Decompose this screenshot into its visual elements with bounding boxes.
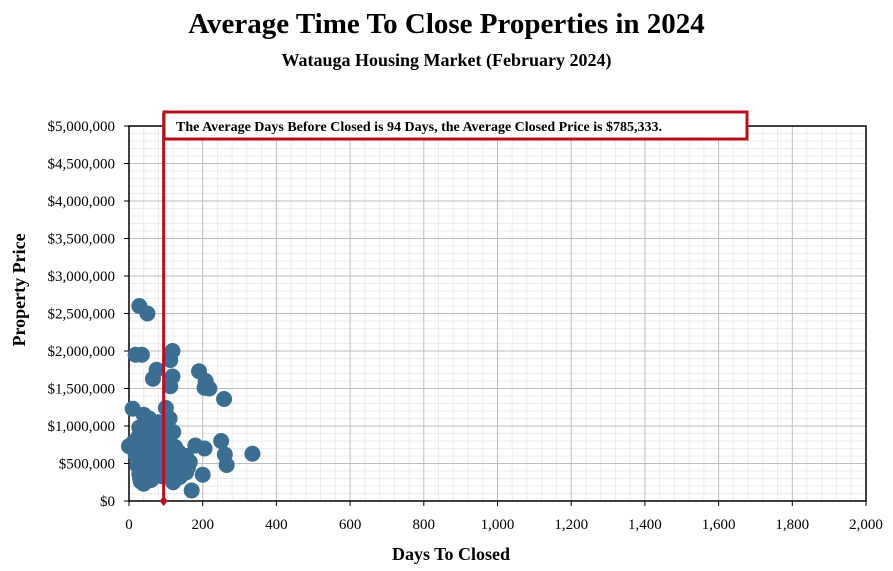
- chart-title: Average Time To Close Properties in 2024: [188, 8, 705, 40]
- major-grid: [128, 125, 867, 502]
- average-line-group: The Average Days Before Closed is 94 Day…: [159, 110, 749, 506]
- x-tick-label: 0: [125, 517, 133, 533]
- y-tick-label: $1,000,000: [48, 419, 116, 435]
- data-point: [132, 461, 149, 478]
- x-axis-label: Days To Closed: [392, 544, 510, 564]
- data-point: [218, 457, 235, 473]
- data-point: [164, 448, 181, 464]
- x-tick-label: 1,000: [481, 517, 515, 533]
- x-tick-label: 1,800: [775, 517, 809, 533]
- data-point: [216, 391, 233, 407]
- data-point: [145, 451, 162, 467]
- x-tick-label: 800: [413, 517, 436, 533]
- y-tick-label: $3,500,000: [48, 232, 116, 248]
- chart-subtitle: Watauga Housing Market (February 2024): [281, 50, 612, 70]
- annotation-text: The Average Days Before Closed is 94 Day…: [176, 120, 662, 135]
- y-axis-label: Property Price: [9, 233, 29, 346]
- y-tick-label: $2,500,000: [48, 307, 116, 323]
- data-point: [201, 380, 218, 397]
- x-tick-label: 600: [339, 517, 362, 533]
- y-tick-label: $4,500,000: [48, 157, 116, 173]
- data-point: [162, 378, 179, 395]
- data-point: [139, 305, 156, 322]
- data-points: [121, 298, 261, 499]
- x-tick-label: 200: [191, 517, 214, 533]
- x-tick-label: 1,200: [554, 517, 588, 533]
- data-point: [183, 482, 200, 499]
- data-point: [179, 452, 196, 469]
- data-point: [144, 370, 161, 387]
- y-tick-label: $5,000,000: [48, 119, 116, 135]
- x-tick-label: 2,000: [849, 517, 883, 533]
- x-axis-ticks: 0 200 400 600 800 1,000 1,200 1,400 1,600 1,800 2,…: [125, 501, 883, 533]
- x-tick-label: 1,400: [628, 517, 662, 533]
- data-point: [244, 445, 261, 462]
- data-point: [162, 352, 179, 368]
- data-point: [133, 346, 150, 363]
- y-axis-ticks: $0 $500,000 $1,000,000 $1,500,000 $2,000,000…: [48, 119, 129, 510]
- data-point: [158, 419, 175, 436]
- annotation-box: [162, 110, 749, 141]
- y-tick-label: $4,000,000: [48, 194, 116, 210]
- y-tick-label: $500,000: [59, 457, 115, 473]
- average-line-marker: [159, 496, 168, 506]
- data-point: [196, 440, 213, 457]
- y-tick-label: $2,000,000: [48, 344, 116, 360]
- data-point: [194, 466, 211, 483]
- y-tick-label: $3,000,000: [48, 269, 116, 285]
- data-point: [178, 464, 195, 481]
- x-tick-label: 400: [265, 517, 288, 533]
- y-tick-label: $1,500,000: [48, 382, 116, 398]
- data-point: [213, 433, 230, 449]
- x-tick-label: 1,600: [702, 517, 736, 533]
- y-tick-label: $0: [100, 494, 115, 510]
